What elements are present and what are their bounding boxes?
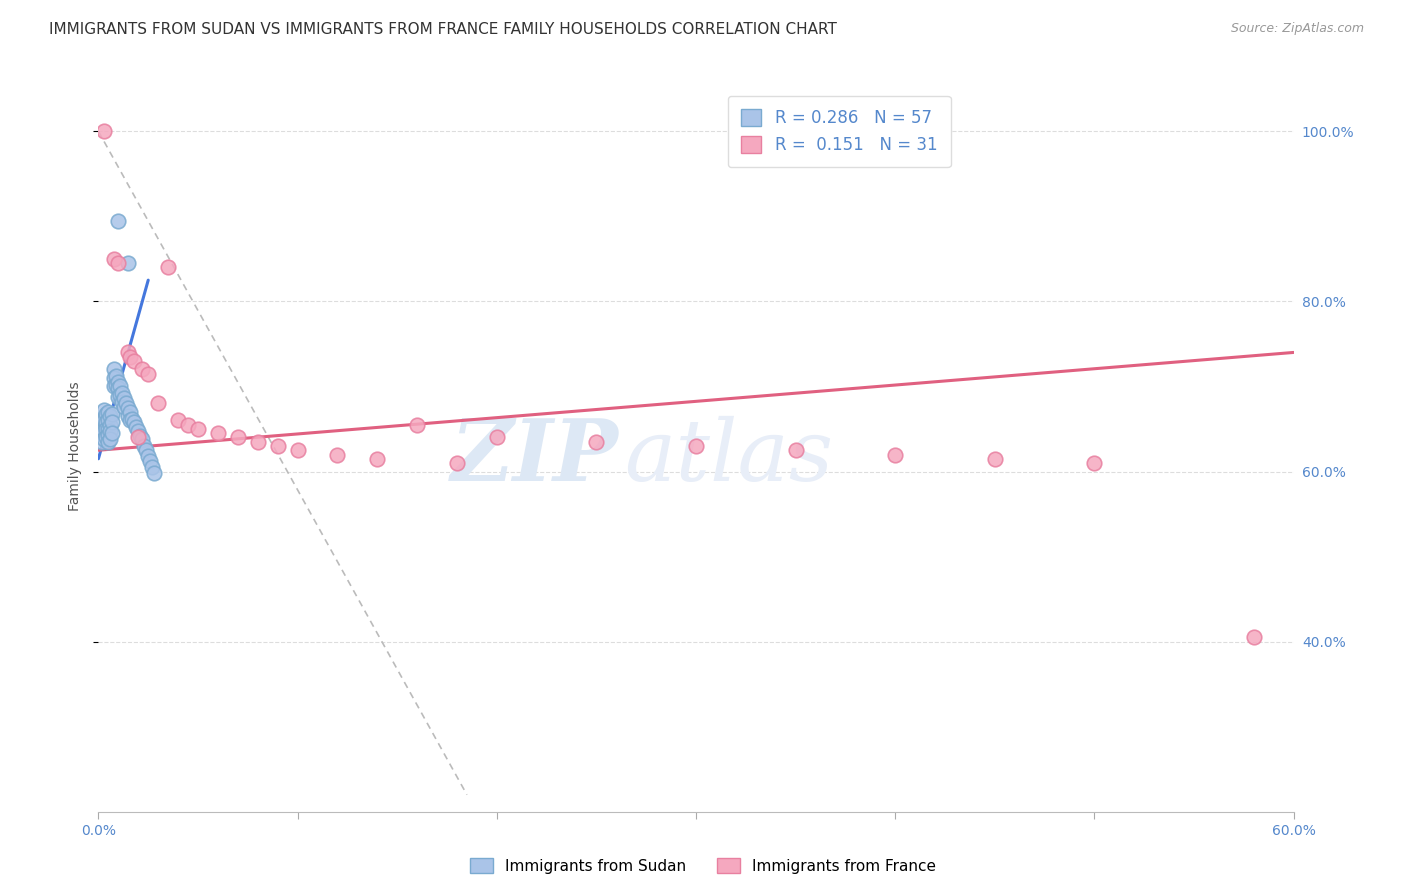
Point (107, 375, 129, 389)
Point (287, 443, 309, 458)
Point (585, 434, 607, 449)
Point (135, 443, 157, 458)
Point (91, 424, 114, 438)
Text: atlas: atlas (624, 416, 834, 499)
Point (117, 409, 139, 424)
Point (685, 439, 707, 453)
Point (98, 424, 122, 438)
Point (157, 260, 180, 275)
Point (110, 379, 132, 393)
Point (93, 432, 115, 446)
Legend: R = 0.286   N = 57, R =  0.151   N = 31: R = 0.286 N = 57, R = 0.151 N = 31 (728, 96, 950, 168)
Point (124, 415, 146, 429)
Legend: Immigrants from Sudan, Immigrants from France: Immigrants from Sudan, Immigrants from F… (464, 852, 942, 880)
Point (117, 401, 139, 415)
Point (97, 428, 120, 442)
Point (110, 388, 132, 402)
Point (226, 430, 249, 444)
Point (984, 451, 1007, 466)
Point (131, 362, 153, 376)
Text: ZIP: ZIP (450, 415, 619, 499)
Point (89, 417, 111, 432)
Point (326, 448, 349, 462)
Point (207, 426, 229, 441)
Point (115, 396, 138, 410)
Point (93, 424, 115, 438)
Point (141, 460, 163, 475)
Point (139, 454, 162, 468)
Point (96, 430, 118, 444)
Point (177, 417, 200, 432)
Point (103, 379, 125, 393)
Point (131, 432, 153, 446)
Point (127, 424, 149, 438)
Point (136, 367, 159, 381)
Point (97, 405, 120, 419)
Point (97, 434, 120, 449)
Point (1083, 456, 1105, 470)
Point (91, 413, 114, 427)
Point (785, 443, 807, 458)
Point (446, 456, 468, 470)
Point (101, 407, 124, 421)
Point (112, 400, 135, 414)
Point (91, 434, 114, 449)
Point (93, 413, 115, 427)
Point (111, 386, 134, 401)
Text: IMMIGRANTS FROM SUDAN VS IMMIGRANTS FROM FRANCE FAMILY HOUSEHOLDS CORRELATION CH: IMMIGRANTS FROM SUDAN VS IMMIGRANTS FROM… (49, 22, 837, 37)
Point (107, 390, 129, 404)
Y-axis label: Family Households: Family Households (69, 381, 83, 511)
Point (136, 449, 159, 463)
Point (148, 396, 170, 410)
Point (103, 252, 125, 266)
Point (107, 213, 129, 227)
Point (111, 394, 134, 409)
Point (117, 345, 139, 359)
Point (96, 407, 118, 421)
Point (105, 369, 128, 384)
Point (101, 426, 124, 441)
Point (98, 417, 122, 432)
Point (120, 413, 142, 427)
Point (1243, 631, 1265, 645)
Point (125, 420, 148, 434)
Point (366, 451, 388, 466)
Point (406, 417, 429, 432)
Point (101, 415, 124, 429)
Point (117, 256, 139, 270)
Point (103, 362, 125, 376)
Point (96, 415, 118, 429)
Point (97, 422, 120, 436)
Point (103, 371, 125, 385)
Point (107, 381, 129, 395)
Point (98, 409, 122, 424)
Point (127, 430, 149, 444)
Text: Source: ZipAtlas.com: Source: ZipAtlas.com (1230, 22, 1364, 36)
Point (120, 350, 142, 364)
Point (267, 439, 290, 453)
Point (121, 411, 143, 425)
Point (485, 430, 508, 444)
Point (105, 377, 128, 392)
Point (124, 354, 146, 368)
Point (246, 434, 269, 449)
Point (187, 422, 209, 436)
Point (98, 432, 122, 446)
Point (93, 403, 115, 417)
Point (143, 467, 166, 481)
Point (129, 429, 152, 443)
Point (96, 422, 118, 436)
Point (112, 392, 135, 406)
Point (97, 413, 120, 427)
Point (884, 448, 907, 462)
Point (134, 439, 156, 453)
Point (120, 405, 142, 419)
Point (167, 413, 190, 427)
Point (93, 124, 115, 138)
Point (107, 256, 129, 270)
